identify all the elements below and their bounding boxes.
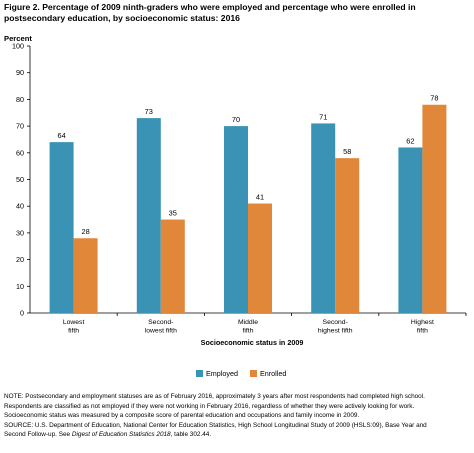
y-tick-label: 90 — [16, 68, 24, 77]
data-label: 28 — [81, 227, 89, 236]
bar-employed — [49, 142, 74, 313]
data-label: 70 — [232, 115, 240, 124]
chart-labels: 64 28 73 35 70 41 71 58 62 78 — [57, 94, 438, 237]
data-label: 58 — [343, 147, 351, 156]
bar-enrolled — [335, 158, 360, 313]
x-tick-label: Middle — [238, 319, 258, 326]
y-tick-label: 100 — [12, 42, 24, 51]
bar-enrolled — [73, 238, 98, 313]
bar-enrolled — [422, 104, 447, 314]
bar-chart: 0 10 20 30 40 50 60 70 80 90 100 Lowest fifth Second-… — [12, 42, 467, 378]
data-label: 73 — [145, 107, 153, 116]
note-line-2: Respondents are classified as not employ… — [4, 402, 415, 410]
y-tick-label: 20 — [16, 255, 24, 264]
data-label: 71 — [319, 112, 327, 121]
y-tick-label: 60 — [16, 148, 24, 157]
x-tick-label: fifth — [243, 328, 254, 335]
y-tick-label: 30 — [16, 228, 24, 237]
bar-employed — [224, 126, 248, 313]
bar-employed — [136, 118, 161, 313]
source-publication: Digest of Education Statistics 2018 — [71, 431, 171, 439]
y-tick-label: 0 — [20, 309, 24, 318]
y-tick-label: 70 — [16, 122, 24, 131]
x-tick-label: Lowest — [63, 319, 85, 326]
x-tick-label: Highest — [411, 319, 434, 326]
legend-label-enrolled: Enrolled — [260, 369, 286, 378]
data-label: 41 — [256, 193, 264, 202]
chart-legend: Employed Enrolled — [196, 369, 286, 378]
chart-bars — [49, 104, 447, 314]
bar-enrolled — [248, 203, 272, 313]
source-line-2: Second Follow-up. See Digest of Educatio… — [4, 431, 212, 439]
x-tick-label: fifth — [417, 328, 428, 335]
figure-title: Figure 2. Percentage of 2009 ninth-grade… — [4, 2, 416, 23]
y-tick-label: 10 — [16, 282, 24, 291]
legend-label-employed: Employed — [206, 369, 238, 378]
data-label: 78 — [430, 94, 438, 103]
legend-swatch-enrolled — [250, 370, 257, 377]
x-tick-label: highest fifth — [318, 328, 353, 335]
bar-enrolled — [160, 219, 185, 313]
y-tick-label: 50 — [16, 175, 24, 184]
x-tick-label: Second- — [148, 319, 173, 326]
note-line-1: NOTE: Postsecondary and employment statu… — [4, 393, 425, 400]
bar-employed — [398, 147, 423, 313]
x-tick-label: lowest fifth — [145, 328, 177, 335]
x-axis-title: Socioeconomic status in 2009 — [201, 338, 304, 347]
x-tick-label: Second- — [323, 319, 348, 326]
y-tick-label: 40 — [16, 202, 24, 211]
source-line-1: SOURCE: U.S. Department of Education, Na… — [4, 421, 427, 429]
y-axis-label: Percent — [4, 34, 32, 43]
data-label: 64 — [57, 131, 65, 140]
data-label: 62 — [406, 136, 414, 145]
figure-notes: NOTE: Postsecondary and employment statu… — [4, 392, 472, 440]
legend-swatch-employed — [196, 370, 203, 377]
data-label: 35 — [169, 209, 177, 218]
y-tick-label: 80 — [16, 95, 24, 104]
note-line-3: Socioeconomic status was measured by a c… — [4, 412, 360, 420]
bar-employed — [311, 123, 336, 314]
x-tick-label: fifth — [68, 328, 79, 335]
